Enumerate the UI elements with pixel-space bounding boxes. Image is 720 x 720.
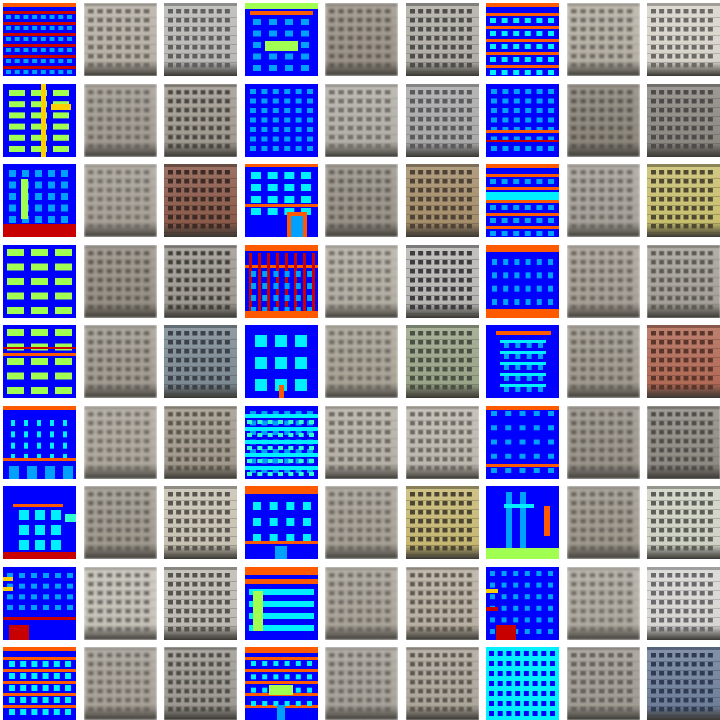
- facade-photo-tile: [164, 83, 237, 157]
- facade-photo-tile: [83, 325, 157, 398]
- facade-photo-tile: [83, 486, 157, 559]
- facade-photo-tile: [647, 164, 720, 237]
- facade-photo-tile: [405, 566, 479, 640]
- facade-photo-tile: [325, 647, 398, 720]
- facade-photo-tile: [405, 3, 479, 76]
- facade-photo-tile: [405, 647, 479, 720]
- facade-photo-tile: [164, 164, 237, 237]
- facade-photo-tile: [647, 325, 720, 398]
- facade-photo-tile: [566, 3, 640, 76]
- facade-photo-tile: [83, 244, 157, 318]
- facade-label-map-tile: [486, 566, 559, 640]
- facade-label-map-tile: [486, 3, 559, 76]
- facade-photo-tile: [325, 405, 398, 479]
- facade-label-map-tile: [3, 244, 76, 318]
- facade-label-map-tile: [3, 83, 76, 157]
- facade-photo-tile: [405, 164, 479, 237]
- facade-photo-tile: [164, 486, 237, 559]
- facade-photo-tile: [566, 83, 640, 157]
- facade-photo-tile: [647, 83, 720, 157]
- facade-label-map-tile: [244, 3, 318, 76]
- facade-photo-tile: [164, 405, 237, 479]
- facade-label-map-tile: [486, 83, 559, 157]
- facade-photo-tile: [325, 3, 398, 76]
- facade-photo-tile: [566, 164, 640, 237]
- facade-photo-tile: [647, 486, 720, 559]
- facade-photo-tile: [164, 3, 237, 76]
- facade-photo-tile: [83, 566, 157, 640]
- facade-label-map-tile: [486, 325, 559, 398]
- facade-label-map-tile: [3, 647, 76, 720]
- facade-photo-tile: [325, 244, 398, 318]
- facade-label-map-tile: [486, 405, 559, 479]
- facade-label-map-tile: [3, 325, 76, 398]
- facade-photo-tile: [566, 325, 640, 398]
- facade-label-map-tile: [3, 486, 76, 559]
- facade-photo-tile: [164, 244, 237, 318]
- facade-photo-tile: [647, 244, 720, 318]
- facade-photo-tile: [405, 405, 479, 479]
- facade-photo-tile: [164, 325, 237, 398]
- facade-label-map-tile: [486, 244, 559, 318]
- facade-label-map-tile: [3, 164, 76, 237]
- facade-photo-tile: [164, 647, 237, 720]
- facade-label-map-tile: [244, 325, 318, 398]
- facade-label-map-tile: [3, 3, 76, 76]
- facade-label-map-tile: [3, 566, 76, 640]
- facade-photo-tile: [647, 566, 720, 640]
- facade-photo-tile: [83, 647, 157, 720]
- facade-label-map-tile: [486, 647, 559, 720]
- facade-label-map-tile: [244, 486, 318, 559]
- facade-label-map-tile: [244, 83, 318, 157]
- facade-photo-tile: [405, 486, 479, 559]
- facade-label-map-tile: [244, 244, 318, 318]
- facade-photo-tile: [405, 325, 479, 398]
- facade-photo-tile: [566, 405, 640, 479]
- facade-photo-tile: [405, 244, 479, 318]
- facade-photo-tile: [325, 83, 398, 157]
- facade-photo-tile: [325, 164, 398, 237]
- facade-photo-tile: [405, 83, 479, 157]
- facade-photo-tile: [83, 83, 157, 157]
- facade-photo-tile: [566, 486, 640, 559]
- facade-photo-tile: [325, 566, 398, 640]
- facade-photo-tile: [325, 486, 398, 559]
- facade-photo-tile: [83, 164, 157, 237]
- facade-photo-tile: [566, 647, 640, 720]
- facade-label-map-tile: [486, 164, 559, 237]
- facade-photo-tile: [83, 3, 157, 76]
- facade-label-map-tile: [244, 164, 318, 237]
- facade-photo-tile: [647, 405, 720, 479]
- facade-label-map-tile: [244, 405, 318, 479]
- facade-label-map-tile: [486, 486, 559, 559]
- facade-photo-tile: [566, 244, 640, 318]
- facade-label-map-tile: [3, 405, 76, 479]
- facade-photo-tile: [164, 566, 237, 640]
- facade-photo-tile: [647, 647, 720, 720]
- facade-photo-tile: [83, 405, 157, 479]
- facade-photo-tile: [325, 325, 398, 398]
- facade-photo-tile: [647, 3, 720, 76]
- facade-label-map-tile: [244, 647, 318, 720]
- facade-photo-tile: [566, 566, 640, 640]
- facade-label-map-tile: [244, 566, 318, 640]
